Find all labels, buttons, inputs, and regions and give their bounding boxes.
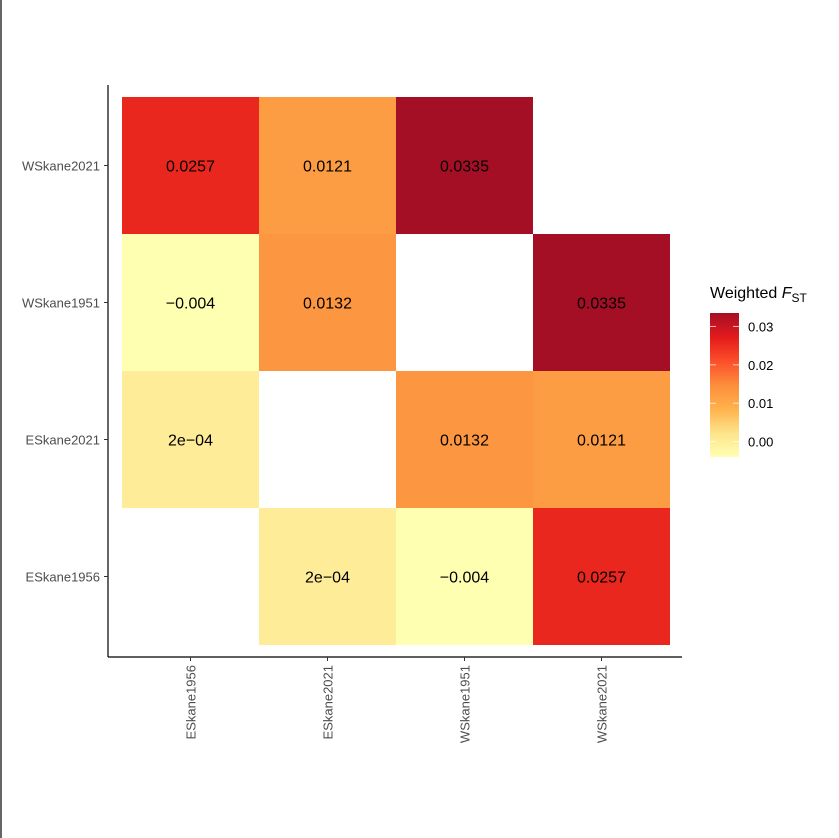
heatmap-cell: [533, 371, 670, 508]
legend-title: Weighted FST: [710, 285, 808, 305]
x-tick-label: WSkane2021: [595, 665, 610, 743]
cell-label: −0.004: [440, 570, 489, 587]
y-tick-label: ESkane2021: [26, 433, 100, 448]
heatmap-cell: [533, 234, 670, 371]
heatmap-cell: [396, 508, 533, 645]
cell-label: 0.0335: [577, 296, 626, 313]
heatmap-cell: [533, 508, 670, 645]
x-tick-label: WSkane1951: [458, 665, 473, 743]
heatmap-cell: [259, 234, 396, 371]
cell-label: 2e−04: [305, 570, 350, 587]
y-tick-label: WSkane2021: [22, 159, 100, 174]
heatmap-cell: [396, 371, 533, 508]
heatmap-cell: [259, 508, 396, 645]
legend-tick-label: 0.03: [748, 319, 773, 334]
cell-label: 0.0132: [440, 433, 489, 450]
heatmap-cell: [122, 97, 259, 234]
cell-label: 0.0335: [440, 159, 489, 176]
legend-tick-label: 0.02: [748, 358, 773, 373]
x-tick-label: ESkane2021: [321, 665, 336, 739]
cell-label: 0.0121: [577, 433, 626, 450]
cell-label: 0.0121: [303, 159, 352, 176]
x-tick-label: ESkane1956: [184, 665, 199, 739]
y-tick-label: ESkane1956: [26, 570, 100, 585]
heatmap-cell: [259, 97, 396, 234]
cell-label: 0.0132: [303, 296, 352, 313]
legend: Weighted FST 0.00 0.01 0.02 0.03: [710, 285, 808, 457]
legend-tick-label: 0.01: [748, 396, 773, 411]
y-tick-label: WSkane1951: [22, 296, 100, 311]
cell-label: −0.004: [166, 296, 215, 313]
heatmap-cell: [396, 97, 533, 234]
heatmap-cell: [122, 371, 259, 508]
cell-label: 2e−04: [168, 433, 213, 450]
cell-label: 0.0257: [577, 570, 626, 587]
heatmap-cell: [122, 234, 259, 371]
legend-colorbar: [710, 313, 739, 457]
cell-label: 0.0257: [166, 159, 215, 176]
legend-tick-label: 0.00: [748, 435, 773, 450]
